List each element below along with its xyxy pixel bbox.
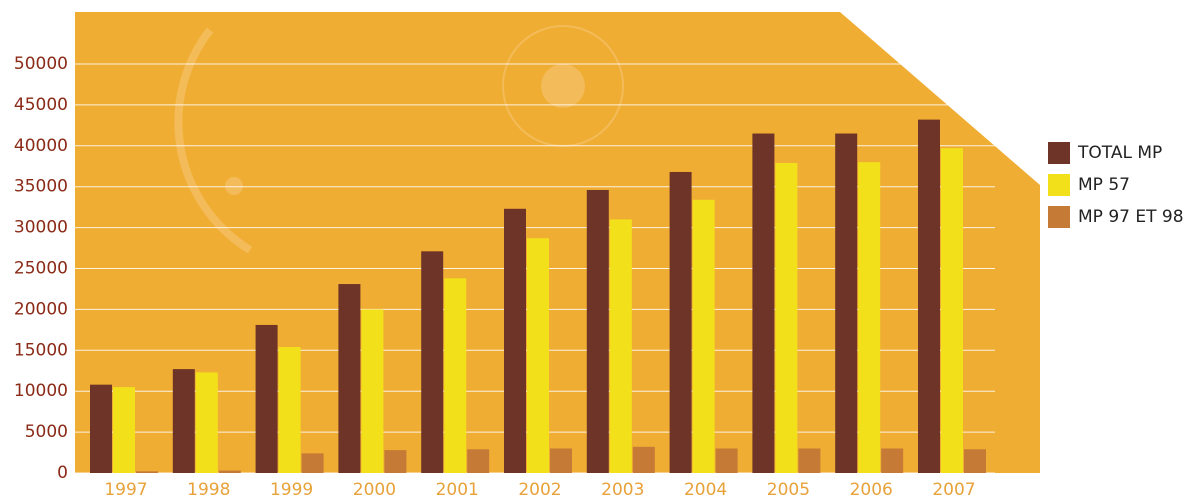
bar <box>918 120 940 473</box>
bar <box>504 209 526 473</box>
bar <box>384 450 406 473</box>
bar <box>670 172 692 473</box>
bar <box>610 219 632 473</box>
bar <box>421 251 443 473</box>
bar <box>587 190 609 473</box>
bar <box>302 453 324 473</box>
y-tick-label: 35000 <box>14 177 68 197</box>
bar <box>716 448 738 473</box>
y-tick-label: 5000 <box>25 422 68 442</box>
y-tick-label: 25000 <box>14 259 68 279</box>
y-tick-label: 30000 <box>14 218 68 238</box>
x-tick-label: 1999 <box>270 480 313 500</box>
x-tick-label: 2004 <box>684 480 727 500</box>
bar <box>444 278 466 473</box>
bar <box>775 163 797 473</box>
legend-swatch <box>1048 174 1070 196</box>
y-tick-label: 45000 <box>14 95 68 115</box>
y-tick-label: 0 <box>57 463 68 483</box>
bar <box>693 200 715 473</box>
bar <box>196 372 218 473</box>
bar <box>527 238 549 473</box>
x-tick-label: 2006 <box>850 480 893 500</box>
y-tick-label: 10000 <box>14 381 68 401</box>
bar <box>90 385 112 473</box>
bar <box>173 369 195 473</box>
legend-swatch <box>1048 206 1070 228</box>
x-tick-label: 2000 <box>353 480 396 500</box>
bar <box>338 284 360 473</box>
y-tick-label: 40000 <box>14 136 68 156</box>
chart: 0 5000 10000 15000 20000 25000 30000 35000 40000… <box>0 0 1199 501</box>
bar <box>361 309 383 473</box>
bar <box>941 148 963 473</box>
bar <box>633 447 655 473</box>
bar <box>467 449 489 473</box>
x-tick-label: 1998 <box>187 480 230 500</box>
x-tick-label: 2005 <box>767 480 810 500</box>
bar <box>881 448 903 473</box>
bar <box>279 347 301 473</box>
y-tick-label: 15000 <box>14 340 68 360</box>
x-tick-label: 1997 <box>104 480 147 500</box>
x-tick-label: 2007 <box>932 480 975 500</box>
legend-label: MP 57 <box>1078 175 1130 195</box>
y-tick-label: 50000 <box>14 54 68 74</box>
bar <box>798 448 820 473</box>
bar <box>835 134 857 473</box>
legend-label: MP 97 ET 98 <box>1078 207 1184 227</box>
legend-swatch <box>1048 142 1070 164</box>
bar <box>136 471 158 473</box>
bar <box>964 449 986 473</box>
x-tick-label: 2001 <box>436 480 479 500</box>
bar <box>256 325 278 473</box>
bar <box>550 448 572 473</box>
bar <box>219 471 241 473</box>
bar <box>752 134 774 473</box>
x-tick-label: 2002 <box>518 480 561 500</box>
legend-label: TOTAL MP <box>1077 143 1162 163</box>
bar <box>858 162 880 473</box>
x-tick-label: 2003 <box>601 480 644 500</box>
bar <box>113 387 135 473</box>
y-tick-label: 20000 <box>14 299 68 319</box>
